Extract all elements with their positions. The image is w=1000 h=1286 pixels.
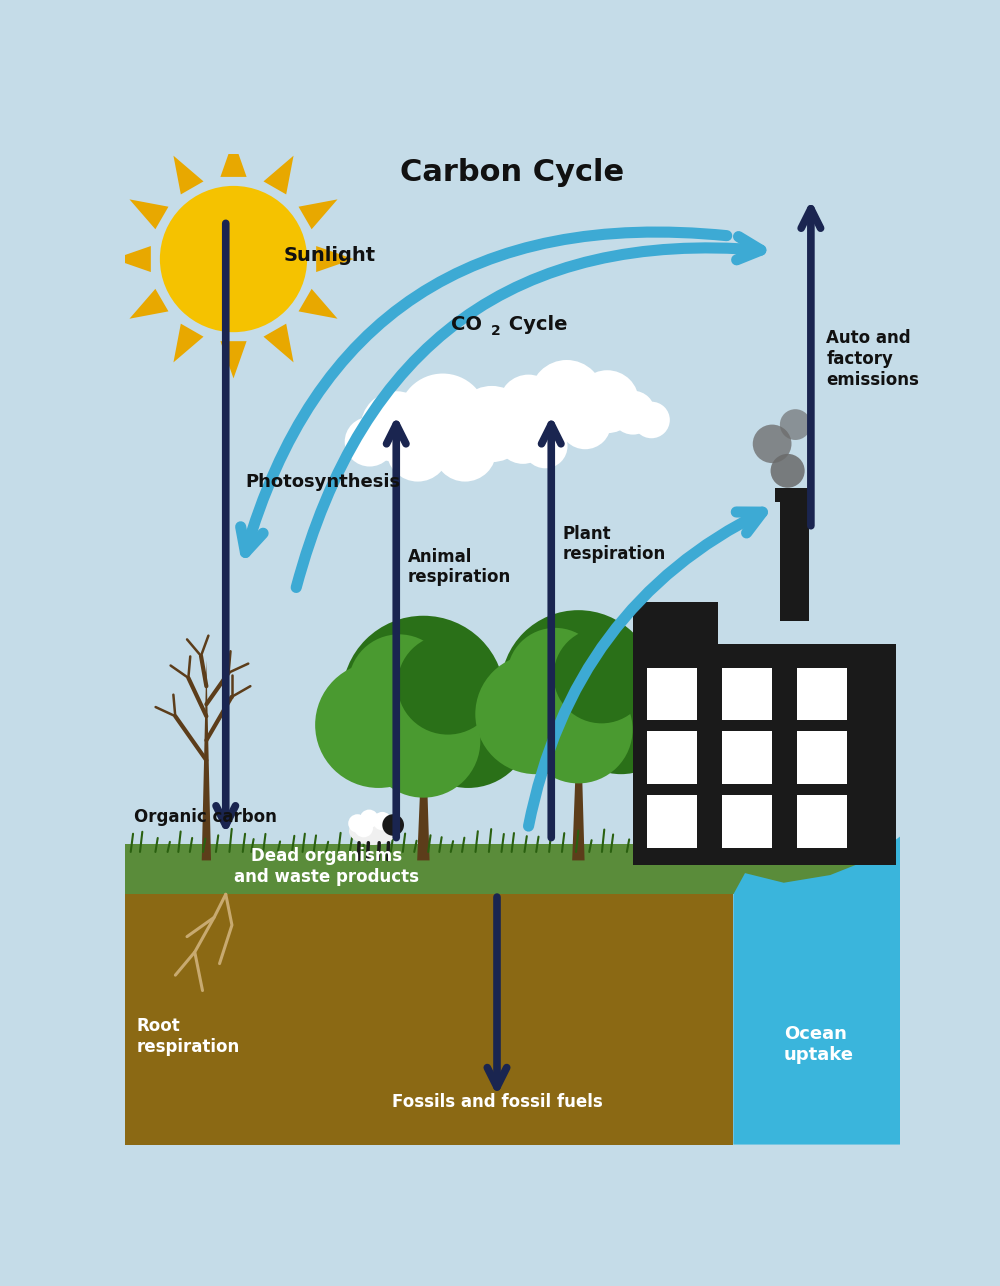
Polygon shape xyxy=(417,741,430,860)
Polygon shape xyxy=(113,246,151,273)
Circle shape xyxy=(160,186,307,332)
Bar xyxy=(775,487,814,502)
Circle shape xyxy=(524,675,633,783)
Text: Animal
respiration: Animal respiration xyxy=(408,548,511,586)
Bar xyxy=(722,795,772,847)
Circle shape xyxy=(561,655,681,774)
Bar xyxy=(647,795,697,847)
Polygon shape xyxy=(263,156,294,194)
Circle shape xyxy=(453,386,530,462)
Text: Dead organisms
and waste products: Dead organisms and waste products xyxy=(234,847,419,886)
Polygon shape xyxy=(220,140,247,177)
Circle shape xyxy=(475,655,596,774)
Polygon shape xyxy=(173,156,204,194)
Polygon shape xyxy=(129,199,168,229)
Polygon shape xyxy=(572,729,585,860)
Circle shape xyxy=(354,819,373,837)
Circle shape xyxy=(315,662,442,788)
Circle shape xyxy=(780,409,811,440)
Circle shape xyxy=(366,684,480,797)
Circle shape xyxy=(395,820,399,826)
Circle shape xyxy=(753,424,792,463)
Bar xyxy=(797,667,847,720)
Circle shape xyxy=(499,374,558,433)
Text: Organic carbon: Organic carbon xyxy=(134,809,277,827)
Text: Root
respiration: Root respiration xyxy=(137,1017,240,1056)
Polygon shape xyxy=(633,644,896,864)
Text: Fossils and fossil fuels: Fossils and fossil fuels xyxy=(392,1093,602,1111)
Circle shape xyxy=(554,628,650,723)
Circle shape xyxy=(434,419,496,481)
Bar xyxy=(780,490,809,621)
Polygon shape xyxy=(129,289,168,319)
Circle shape xyxy=(771,454,805,487)
Circle shape xyxy=(383,818,402,836)
Circle shape xyxy=(496,410,550,464)
Circle shape xyxy=(373,811,392,831)
Circle shape xyxy=(576,370,639,433)
Circle shape xyxy=(559,399,611,449)
Circle shape xyxy=(361,391,432,462)
Circle shape xyxy=(507,628,603,723)
Circle shape xyxy=(348,814,367,833)
Text: Auto and
factory
emissions: Auto and factory emissions xyxy=(826,329,919,388)
Circle shape xyxy=(611,391,655,435)
Polygon shape xyxy=(633,602,718,644)
Text: Plant
respiration: Plant respiration xyxy=(563,525,666,563)
Bar xyxy=(125,894,733,1145)
Bar xyxy=(647,667,697,720)
Bar xyxy=(722,667,772,720)
Text: Cycle: Cycle xyxy=(502,315,568,334)
Polygon shape xyxy=(202,660,211,860)
Bar xyxy=(647,732,697,783)
Polygon shape xyxy=(299,289,338,319)
Text: Ocean
uptake: Ocean uptake xyxy=(784,1025,854,1064)
Polygon shape xyxy=(733,836,900,1145)
Text: Sunlight: Sunlight xyxy=(284,246,376,265)
Circle shape xyxy=(405,662,532,788)
Bar xyxy=(797,732,847,783)
Ellipse shape xyxy=(349,818,397,845)
Polygon shape xyxy=(263,324,294,363)
Text: Carbon Cycle: Carbon Cycle xyxy=(400,158,625,188)
Circle shape xyxy=(398,373,487,462)
Polygon shape xyxy=(220,341,247,378)
Circle shape xyxy=(523,424,568,468)
Bar xyxy=(797,795,847,847)
Bar xyxy=(722,732,772,783)
Text: Photosynthesis: Photosynthesis xyxy=(245,473,400,491)
Text: 2: 2 xyxy=(491,324,501,338)
Polygon shape xyxy=(316,246,354,273)
Circle shape xyxy=(501,610,656,764)
Circle shape xyxy=(520,399,572,449)
Circle shape xyxy=(397,634,498,734)
Circle shape xyxy=(633,401,670,439)
Circle shape xyxy=(387,419,449,481)
Circle shape xyxy=(382,814,404,836)
Circle shape xyxy=(360,810,378,828)
Text: CO: CO xyxy=(450,315,482,334)
Circle shape xyxy=(342,616,505,778)
Bar xyxy=(125,844,900,894)
Circle shape xyxy=(349,634,449,734)
Polygon shape xyxy=(299,199,338,229)
Circle shape xyxy=(530,360,604,433)
Circle shape xyxy=(486,396,527,437)
Polygon shape xyxy=(173,324,204,363)
Circle shape xyxy=(345,417,395,467)
